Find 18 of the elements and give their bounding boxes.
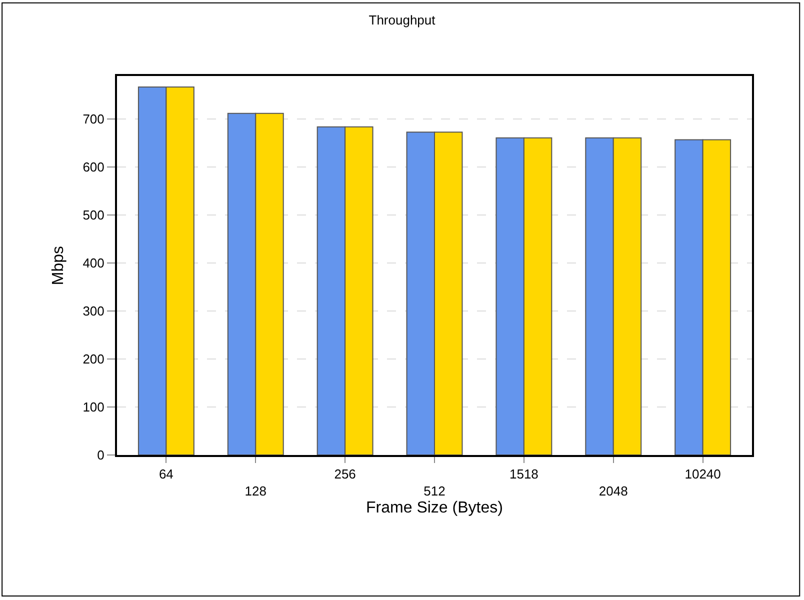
x-axis-title: Frame Size (Bytes) [366,500,503,517]
y-axis-title: Mbps [50,246,68,286]
x-tick-label: 10240 [684,466,721,482]
x-tick-label: 1518 [509,466,538,482]
y-tick-label: 500 [82,208,104,223]
x-tick-label: 2048 [598,484,628,498]
y-tick-label: 200 [82,352,104,367]
y-tick-label: 400 [82,256,104,271]
x-tick-label: 128 [244,484,266,498]
x-tick-label: 256 [334,466,356,482]
y-tick-label: 700 [82,112,104,127]
chart-title: Throughput [368,12,436,28]
y-tick-label: 300 [82,304,104,319]
x-tick-label: 64 [158,466,174,482]
y-tick-label: 600 [82,160,104,175]
x-tick-label: 512 [424,484,446,498]
y-tick-label: 0 [97,448,104,463]
y-tick-label: 100 [82,400,104,415]
